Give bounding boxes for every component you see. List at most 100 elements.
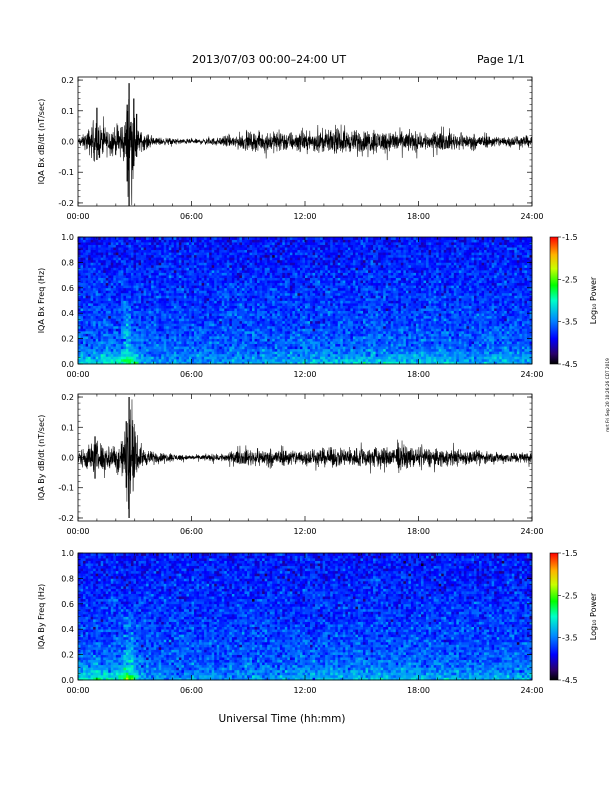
- spectrogram-cell: [231, 361, 235, 365]
- spectrogram-cell: [206, 247, 210, 251]
- spectrogram-cell: [312, 323, 316, 327]
- spectrogram-cell: [168, 325, 172, 329]
- spectrogram-cell: [206, 338, 210, 342]
- spectrogram-cell: [80, 242, 84, 245]
- spectrogram-cell: [211, 358, 215, 362]
- spectrogram-cell: [171, 247, 175, 251]
- spectrogram-cell: [199, 242, 202, 245]
- spectrogram-cell: [95, 267, 99, 271]
- spectrogram-cell: [95, 259, 99, 263]
- spectrogram-cell: [241, 325, 245, 329]
- spectrogram-cell: [88, 323, 91, 327]
- spectrogram-cell: [128, 338, 132, 342]
- spectrogram-cell: [224, 249, 228, 253]
- spectrogram-cell: [80, 237, 84, 240]
- spectrogram-cell: [178, 330, 182, 334]
- spectrogram-cell: [272, 336, 276, 339]
- spectrogram-cell: [80, 303, 84, 306]
- spectrogram-cell: [201, 358, 205, 362]
- spectrogram-cell: [118, 310, 122, 314]
- spectrogram-cell: [231, 346, 235, 350]
- spectrogram-cell: [320, 303, 323, 306]
- spectrogram-cell: [252, 323, 255, 327]
- spectrogram-cell: [178, 237, 182, 240]
- spectrogram-cell: [305, 313, 308, 317]
- spectrogram-cell: [125, 249, 129, 253]
- spectrogram-cell: [249, 257, 253, 261]
- spectrogram-cell: [211, 318, 215, 322]
- spectrogram-cell: [267, 315, 271, 319]
- spectrogram-cell: [158, 325, 162, 329]
- spectrogram-cell: [252, 300, 255, 304]
- spectrogram-cell: [292, 297, 296, 301]
- spectrogram-cell: [138, 330, 142, 334]
- spectrogram-cell: [312, 330, 316, 334]
- spectrogram-cell: [98, 259, 102, 263]
- spectrogram-cell: [231, 242, 235, 245]
- spectrogram-cell: [191, 310, 195, 314]
- spectrogram-cell: [315, 313, 318, 317]
- spectrogram-cell: [98, 313, 102, 317]
- spectrogram-cell: [78, 310, 81, 314]
- spectrogram-cell: [221, 285, 225, 289]
- spectrogram-cell: [173, 336, 177, 339]
- spectrogram-cell: [173, 313, 177, 317]
- spectrogram-cell: [274, 280, 278, 284]
- spectrogram-cell: [80, 336, 84, 339]
- spectrogram-cell: [199, 272, 202, 276]
- spectrogram-cell: [105, 247, 109, 251]
- spectrogram-cell: [244, 287, 248, 291]
- spectrogram-cell: [322, 341, 326, 345]
- spectrogram-cell: [317, 318, 321, 322]
- spectrogram-cell: [252, 242, 255, 245]
- spectrogram-cell: [229, 315, 233, 319]
- spectrogram-cell: [219, 336, 223, 339]
- spectrogram-cell: [168, 361, 172, 365]
- spectrogram-cell: [322, 348, 326, 352]
- spectrogram-cell: [105, 267, 109, 271]
- spectrogram-cell: [272, 280, 276, 284]
- spectrogram-cell: [249, 287, 253, 291]
- spectrogram-cell: [133, 239, 137, 243]
- spectrogram-cell: [229, 257, 233, 261]
- spectrogram-cell: [254, 356, 258, 360]
- spectrogram-cell: [294, 330, 298, 334]
- spectrogram-cell: [257, 300, 260, 304]
- spectrogram-cell: [249, 277, 253, 281]
- spectrogram-cell: [173, 285, 177, 289]
- spectrogram-cell: [88, 338, 91, 342]
- spectrogram-cell: [98, 270, 102, 273]
- spectrogram-cell: [216, 308, 220, 312]
- spectrogram-cell: [317, 249, 321, 253]
- spectrogram-cell: [214, 353, 218, 357]
- spectrogram-cell: [315, 295, 318, 299]
- spectrogram-cell: [294, 336, 298, 339]
- spectrogram-cell: [272, 320, 276, 324]
- spectrogram-cell: [294, 267, 298, 271]
- spectrogram-cell: [259, 323, 263, 327]
- spectrogram-cell: [254, 313, 258, 317]
- spectrogram-cell: [161, 259, 165, 263]
- spectrogram-cell: [234, 247, 238, 251]
- spectrogram-cell: [262, 285, 265, 289]
- spectrogram-cell: [181, 300, 185, 304]
- spectrogram-cell: [279, 244, 283, 248]
- spectrogram-cell: [292, 336, 296, 339]
- spectrogram-cell: [141, 305, 144, 309]
- spectrogram-cell: [141, 252, 144, 256]
- spectrogram-cell: [178, 254, 182, 258]
- spectrogram-cell: [234, 343, 238, 347]
- spectrogram-cell: [274, 353, 278, 357]
- spectrogram-cell: [151, 259, 155, 263]
- spectrogram-cell: [254, 297, 258, 301]
- spectrogram-cell: [299, 257, 303, 261]
- spectrogram-cell: [128, 249, 132, 253]
- spectrogram-cell: [151, 285, 155, 289]
- spectrogram-cell: [297, 320, 301, 324]
- spectrogram-cell: [307, 346, 311, 350]
- spectrogram-cell: [236, 323, 240, 327]
- spectrogram-cell: [229, 297, 233, 301]
- spectrogram-cell: [272, 313, 276, 317]
- spectrogram-cell: [143, 249, 147, 253]
- spectrogram-cell: [294, 358, 298, 362]
